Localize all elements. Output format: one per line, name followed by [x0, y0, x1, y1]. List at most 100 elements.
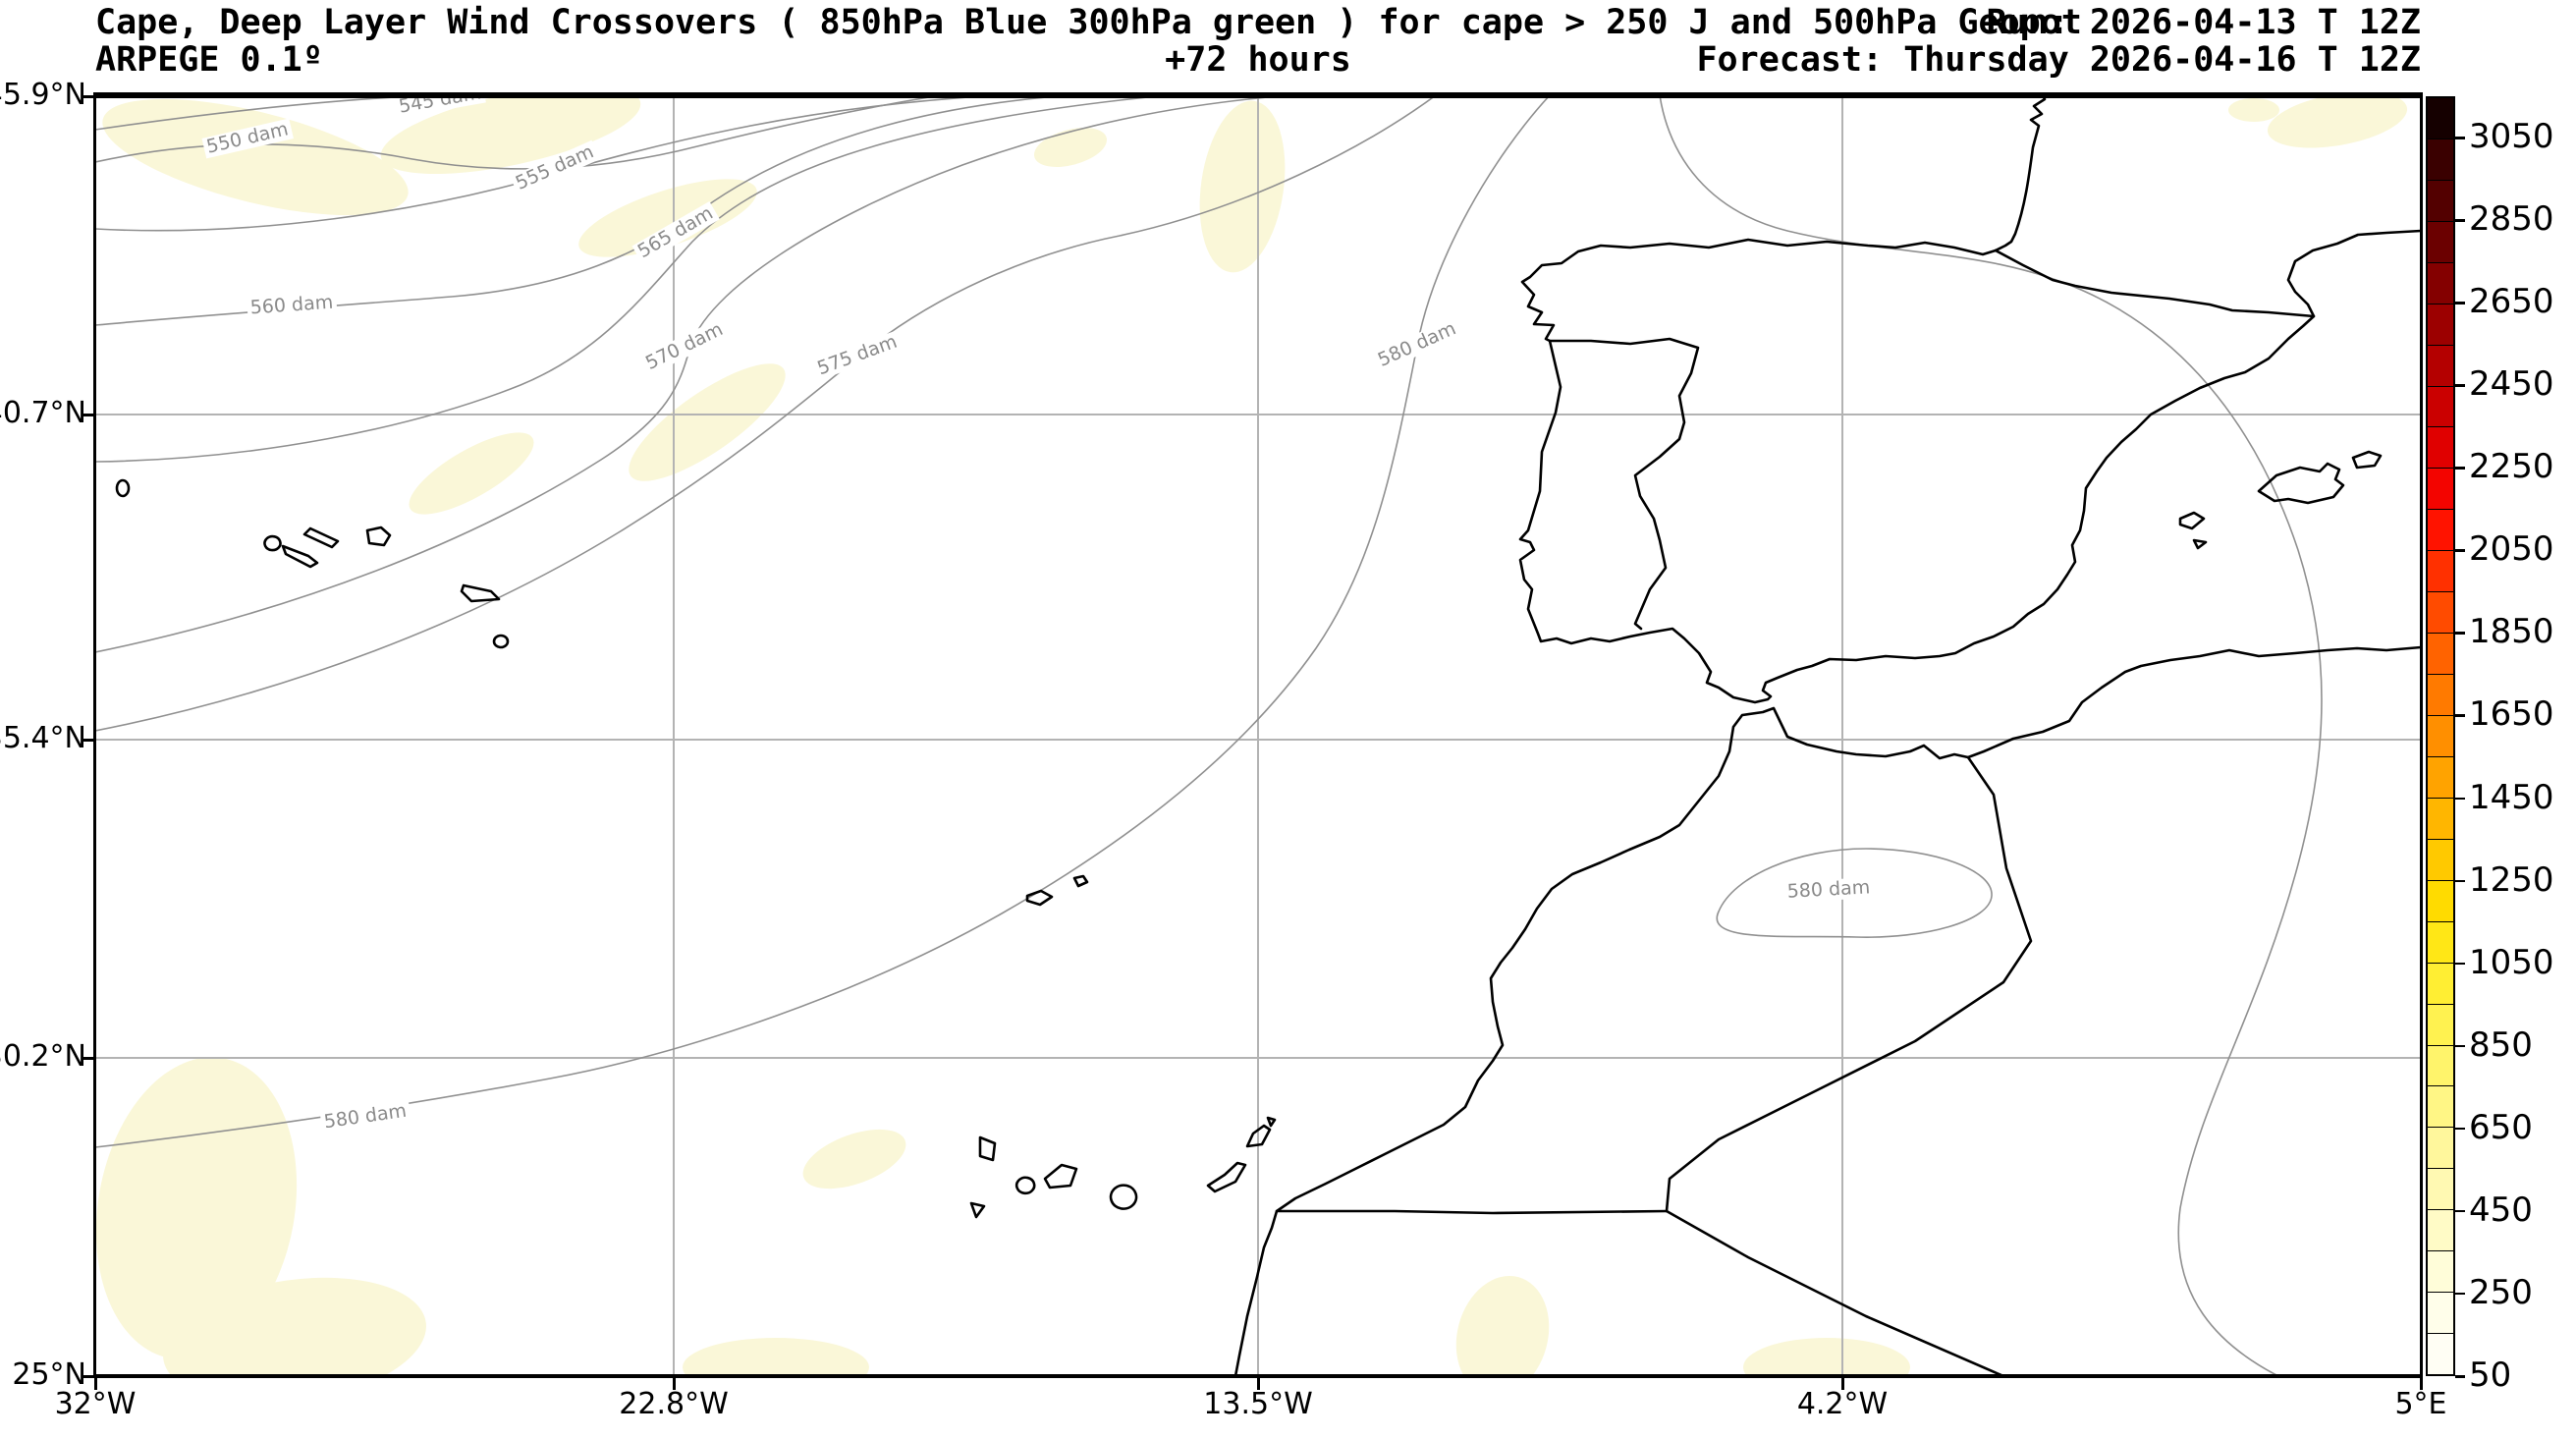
plot-left-spine — [93, 96, 96, 1376]
colorbar-segment — [2428, 1127, 2453, 1169]
colorbar-tick-label: 1050 — [2469, 942, 2554, 982]
colorbar-tick-mark — [2455, 219, 2465, 222]
colorbar-tick-label: 2250 — [2469, 447, 2554, 487]
colorbar-tick-mark — [2455, 384, 2465, 387]
y-tick-mark — [82, 414, 94, 416]
azores-islands-coastline — [115, 478, 510, 649]
colorbar-segment — [2428, 1209, 2453, 1251]
y-tick-label: 25°N — [12, 1357, 86, 1392]
colorbar-tick-label: 1850 — [2469, 612, 2554, 652]
colorbar-tick-mark — [2455, 1375, 2465, 1378]
balearic-islands-coastline — [2178, 450, 2383, 550]
contour-east-arc — [1659, 96, 2323, 1376]
colorbar-segment — [2428, 920, 2453, 963]
colorbar-tick-label: 2050 — [2469, 529, 2554, 570]
contour-565 — [95, 96, 1166, 463]
x-tick-mark — [673, 1378, 676, 1390]
canary-islands-coastline — [969, 1116, 1277, 1219]
colorbar-tick-label: 850 — [2469, 1024, 2533, 1065]
y-tick-mark — [82, 1375, 94, 1378]
contour-580-morocco-loop — [1716, 848, 1993, 938]
x-tick-mark — [1257, 1378, 1260, 1390]
colorbar-segment — [2428, 633, 2453, 675]
colorbar-tick-label: 450 — [2469, 1190, 2533, 1230]
coastlines-and-borders — [115, 96, 2421, 1376]
x-tick-label: 4.2°W — [1796, 1387, 1889, 1421]
colorbar-segment — [2428, 138, 2453, 180]
colorbar-tick-mark — [2455, 137, 2465, 139]
colorbar-tick-label: 1250 — [2469, 859, 2554, 900]
colorbar-segment — [2428, 797, 2453, 839]
y-tick-mark — [82, 739, 94, 742]
colorbar-segment — [2428, 838, 2453, 880]
colorbar-segment — [2428, 468, 2453, 510]
colorbar-tick-mark — [2455, 1127, 2465, 1131]
x-tick-label: 22.8°W — [619, 1387, 729, 1421]
colorbar-segment — [2428, 962, 2453, 1004]
colorbar-segment — [2428, 509, 2453, 551]
colorbar-segment — [2428, 550, 2453, 592]
colorbar-segment — [2428, 1250, 2453, 1293]
y-tick-label: 35.4°N — [0, 721, 86, 755]
colorbar-segment — [2428, 344, 2453, 386]
cape-colorbar — [2426, 96, 2455, 1376]
colorbar-tick-label: 2850 — [2469, 199, 2554, 240]
plot-top-spine — [93, 92, 2423, 98]
colorbar-tick-mark — [2455, 714, 2465, 717]
colorbar-tick-label: 2450 — [2469, 364, 2554, 405]
colorbar-tick-label: 650 — [2469, 1107, 2533, 1147]
colorbar-tick-mark — [2455, 467, 2465, 470]
plot-right-spine — [2420, 96, 2423, 1376]
colorbar-tick-mark — [2455, 797, 2465, 801]
portugal-spain-border — [1548, 337, 1700, 631]
france-atlantic-coastline — [1994, 96, 2047, 252]
colorbar-segment — [2428, 1003, 2453, 1045]
colorbar-segment — [2428, 1044, 2453, 1086]
colorbar-segment — [2428, 385, 2453, 427]
africa-coastline — [1233, 645, 2421, 1376]
colorbar-tick-mark — [2455, 879, 2465, 883]
x-tick-label: 32°W — [54, 1387, 137, 1421]
x-tick-mark — [1841, 1378, 1844, 1390]
lead-time-label: +72 hours — [1165, 40, 1351, 80]
colorbar-segment — [2428, 220, 2453, 262]
colorbar-segment — [2428, 426, 2453, 469]
colorbar-tick-label: 2650 — [2469, 282, 2554, 322]
colorbar-segment — [2428, 1333, 2453, 1374]
colorbar-tick-label: 3050 — [2469, 117, 2554, 157]
forecast-valid-label: Forecast: Thursday 2026-04-16 T 12Z — [1696, 40, 2421, 80]
colorbar-segment — [2428, 97, 2453, 138]
y-tick-label: 30.2°N — [0, 1039, 86, 1074]
colorbar-segment — [2428, 1168, 2453, 1210]
y-tick-mark — [82, 95, 94, 98]
colorbar-tick-mark — [2455, 302, 2465, 304]
colorbar-segment — [2428, 755, 2453, 798]
colorbar-segment — [2428, 674, 2453, 715]
colorbar-tick-mark — [2455, 962, 2465, 966]
x-tick-label: 13.5°W — [1203, 1387, 1313, 1421]
colorbar-segment — [2428, 715, 2453, 756]
colorbar-tick-label: 250 — [2469, 1272, 2533, 1312]
madeira-islands-coastline — [1025, 874, 1089, 907]
y-tick-label: 40.7°N — [0, 396, 86, 430]
colorbar-segment — [2428, 179, 2453, 221]
colorbar-tick-mark — [2455, 1209, 2465, 1213]
gridlines — [95, 96, 2421, 1376]
colorbar-tick-mark — [2455, 549, 2465, 552]
colorbar-tick-label: 1650 — [2469, 694, 2554, 735]
spain-france-border — [1994, 249, 2316, 318]
x-tick-mark — [2420, 1378, 2423, 1390]
colorbar-segment — [2428, 591, 2453, 634]
contour-580-axis — [95, 96, 1551, 1148]
colorbar-segment — [2428, 303, 2453, 345]
cape-shading-patches — [95, 96, 2408, 1376]
x-tick-mark — [94, 1378, 97, 1390]
x-tick-label: 5°E — [2394, 1387, 2447, 1421]
colorbar-segment — [2428, 879, 2453, 921]
plot-bottom-spine — [93, 1374, 2423, 1378]
colorbar-segment — [2428, 1085, 2453, 1128]
y-tick-label: 45.9°N — [0, 78, 86, 112]
morocco-algeria-border — [1665, 755, 2033, 1213]
